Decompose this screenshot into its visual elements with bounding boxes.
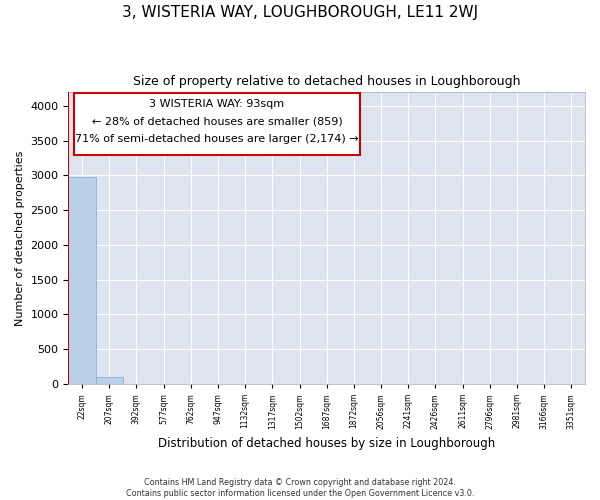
Text: Contains HM Land Registry data © Crown copyright and database right 2024.
Contai: Contains HM Land Registry data © Crown c… [126, 478, 474, 498]
Bar [95, 377, 123, 384]
Text: 3 WISTERIA WAY: 93sqm: 3 WISTERIA WAY: 93sqm [149, 99, 284, 109]
Text: ← 28% of detached houses are smaller (859): ← 28% of detached houses are smaller (85… [92, 117, 342, 127]
Bar [68, 177, 95, 384]
Text: 3, WISTERIA WAY, LOUGHBOROUGH, LE11 2WJ: 3, WISTERIA WAY, LOUGHBOROUGH, LE11 2WJ [122, 5, 478, 20]
FancyBboxPatch shape [74, 94, 360, 154]
X-axis label: Distribution of detached houses by size in Loughborough: Distribution of detached houses by size … [158, 437, 496, 450]
Text: 71% of semi-detached houses are larger (2,174) →: 71% of semi-detached houses are larger (… [75, 134, 359, 144]
Y-axis label: Number of detached properties: Number of detached properties [15, 150, 25, 326]
Title: Size of property relative to detached houses in Loughborough: Size of property relative to detached ho… [133, 75, 520, 88]
